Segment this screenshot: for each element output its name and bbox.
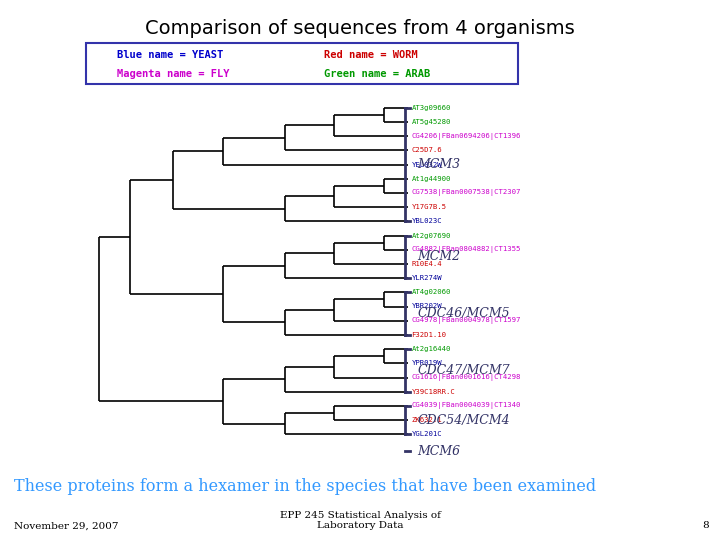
Text: AT3g09660: AT3g09660 [412, 105, 451, 111]
Text: MCM2: MCM2 [418, 251, 461, 264]
Text: Y39C18RR.C: Y39C18RR.C [412, 389, 455, 395]
Text: Comparison of sequences from 4 organisms: Comparison of sequences from 4 organisms [145, 19, 575, 38]
Text: CG4882|FBan0804882|CT1355: CG4882|FBan0804882|CT1355 [412, 246, 521, 253]
Text: R10E4.4: R10E4.4 [412, 261, 442, 267]
Text: These proteins form a hexamer in the species that have been examined: These proteins form a hexamer in the spe… [14, 478, 597, 495]
Text: CG7538|FBan0007538|CT2307: CG7538|FBan0007538|CT2307 [412, 190, 521, 197]
Text: Red name = WORM: Red name = WORM [324, 50, 418, 59]
Text: At2g07690: At2g07690 [412, 233, 451, 239]
Text: YEL032W: YEL032W [412, 161, 442, 167]
Text: YLR274W: YLR274W [412, 275, 442, 281]
Text: CDC46/MCM5: CDC46/MCM5 [418, 307, 510, 320]
Text: CG4039|FBan0004039|CT1340: CG4039|FBan0004039|CT1340 [412, 402, 521, 409]
Text: At1g44900: At1g44900 [412, 176, 451, 181]
Text: MCM6: MCM6 [418, 445, 461, 458]
Text: AT5g45280: AT5g45280 [412, 119, 451, 125]
Text: Green name = ARAB: Green name = ARAB [324, 69, 431, 79]
Text: YGL201C: YGL201C [412, 431, 442, 437]
Text: YBR202W: YBR202W [412, 303, 442, 309]
Text: YPR019W: YPR019W [412, 360, 442, 366]
Text: 8: 8 [703, 521, 709, 530]
Text: YBL023C: YBL023C [412, 218, 442, 224]
Text: CG4206|FBan0694206|CT1396: CG4206|FBan0694206|CT1396 [412, 133, 521, 140]
Text: EPP 245 Statistical Analysis of
Laboratory Data: EPP 245 Statistical Analysis of Laborato… [279, 511, 441, 530]
Text: CG4978|FBan0004978|CT1597: CG4978|FBan0004978|CT1597 [412, 317, 521, 324]
Text: F32D1.10: F32D1.10 [412, 332, 446, 338]
Text: Magenta name = FLY: Magenta name = FLY [117, 69, 229, 79]
Text: Y17G7B.5: Y17G7B.5 [412, 204, 446, 210]
Text: Blue name = YEAST: Blue name = YEAST [117, 50, 223, 59]
Text: CG1616|FBan0001616|CT4298: CG1616|FBan0001616|CT4298 [412, 374, 521, 381]
Text: CDC47/MCM7: CDC47/MCM7 [418, 364, 510, 377]
Text: CDC54/MCM4: CDC54/MCM4 [418, 414, 510, 427]
Text: At2g16440: At2g16440 [412, 346, 451, 352]
Text: November 29, 2007: November 29, 2007 [14, 521, 119, 530]
Text: MCM3: MCM3 [418, 158, 461, 171]
Text: C25D7.6: C25D7.6 [412, 147, 442, 153]
Text: AT4g02060: AT4g02060 [412, 289, 451, 295]
Text: ZK632.1: ZK632.1 [412, 417, 442, 423]
